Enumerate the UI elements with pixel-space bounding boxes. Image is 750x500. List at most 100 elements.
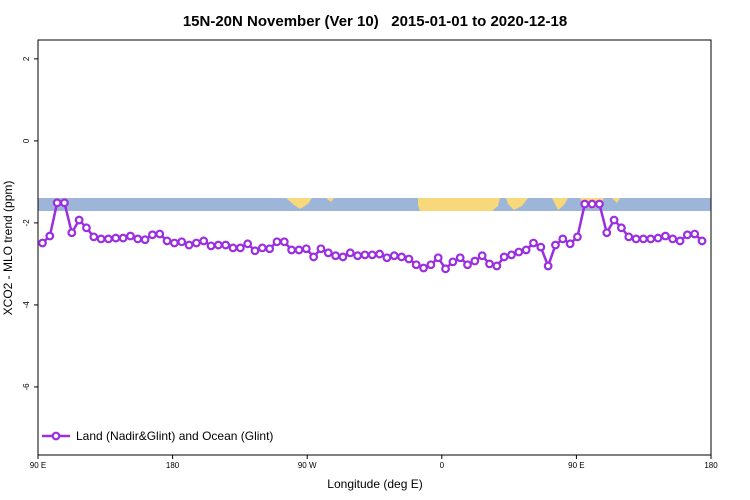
data-point — [529, 238, 538, 248]
data-point — [382, 253, 392, 263]
data-point — [660, 231, 670, 241]
data-point — [243, 239, 253, 249]
data-point — [646, 234, 656, 244]
y-tick-label: -6 — [22, 383, 31, 391]
data-point — [595, 199, 604, 209]
data-point — [617, 223, 626, 233]
data-point — [111, 233, 121, 243]
y-tick-label: 0 — [22, 138, 31, 143]
data-point — [345, 248, 355, 258]
data-point — [250, 246, 260, 256]
data-point — [404, 254, 414, 264]
data-point — [609, 215, 619, 225]
data-point — [353, 251, 363, 261]
data-point — [536, 242, 546, 252]
data-point — [573, 232, 582, 242]
data-point — [199, 236, 209, 246]
data-point — [213, 240, 223, 250]
data-point — [477, 251, 487, 261]
x-tick-label: 180 — [704, 461, 718, 470]
data-point — [235, 243, 245, 253]
legend-label: Land (Nadir&Glint) and Ocean (Glint) — [76, 429, 273, 443]
data-point — [448, 257, 458, 267]
legend-marker — [51, 431, 61, 441]
data-point — [38, 238, 47, 248]
data-point — [543, 261, 553, 271]
y-tick-label: 2 — [22, 56, 31, 61]
data-point — [411, 260, 421, 270]
data-point — [126, 231, 135, 241]
data-point — [82, 223, 91, 233]
data-point — [89, 232, 99, 242]
data-point — [191, 238, 201, 248]
x-tick-label: 90 E — [30, 461, 46, 470]
x-tick-label: 180 — [166, 461, 180, 470]
data-point — [551, 240, 560, 250]
data-point — [294, 245, 304, 255]
data-point — [287, 245, 297, 255]
data-point — [470, 256, 480, 266]
data-point — [169, 238, 179, 248]
data-point — [463, 260, 472, 270]
data-point — [96, 234, 106, 244]
data-point — [668, 234, 678, 244]
data-point — [587, 199, 597, 209]
data-point — [338, 252, 348, 262]
data-point — [184, 240, 194, 250]
data-point — [521, 245, 531, 255]
x-tick-label: 90 W — [298, 461, 317, 470]
data-point — [206, 241, 216, 251]
data-point — [624, 232, 634, 242]
data-point — [331, 251, 341, 261]
data-point — [514, 247, 524, 257]
x-axis-label: Longitude (deg E) — [327, 477, 422, 491]
data-point — [433, 253, 443, 263]
data-point — [155, 229, 165, 239]
data-point — [301, 244, 311, 254]
data-point — [690, 229, 700, 239]
data-point — [499, 252, 509, 262]
data-point — [419, 263, 428, 273]
data-point — [507, 250, 516, 260]
data-point — [323, 248, 333, 258]
data-point — [639, 234, 648, 244]
data-point — [375, 249, 384, 259]
data-point — [565, 239, 575, 249]
data-point — [133, 234, 143, 244]
data-point — [485, 259, 494, 269]
data-point — [140, 235, 150, 245]
data-point — [653, 233, 663, 243]
data-point — [272, 237, 282, 247]
data-point — [675, 236, 685, 246]
data-point — [316, 244, 326, 254]
y-axis-label: XCO2 - MLO trend (ppm) — [1, 181, 15, 316]
data-point — [558, 234, 568, 244]
data-point — [67, 228, 77, 238]
data-point — [682, 230, 692, 240]
data-point — [441, 264, 450, 274]
data-point — [74, 215, 84, 225]
plot-frame — [37, 39, 712, 456]
map-strip — [38, 198, 711, 211]
data-point — [279, 237, 289, 247]
data-point — [397, 252, 406, 262]
data-point — [602, 228, 612, 238]
data-point — [492, 261, 502, 271]
data-point — [580, 199, 590, 209]
data-point — [148, 230, 157, 240]
data-point — [367, 250, 377, 260]
chart-title: 15N-20N November (Ver 10) 2015-01-01 to … — [183, 13, 567, 30]
data-point — [257, 243, 267, 253]
data-point — [426, 260, 436, 270]
data-point — [265, 244, 275, 254]
data-point — [177, 237, 187, 247]
data-point — [360, 250, 370, 260]
data-point — [118, 233, 128, 243]
data-point — [162, 236, 172, 246]
data-point — [52, 198, 62, 208]
data-point — [631, 234, 641, 244]
data-point — [45, 231, 55, 241]
data-point — [228, 243, 238, 253]
